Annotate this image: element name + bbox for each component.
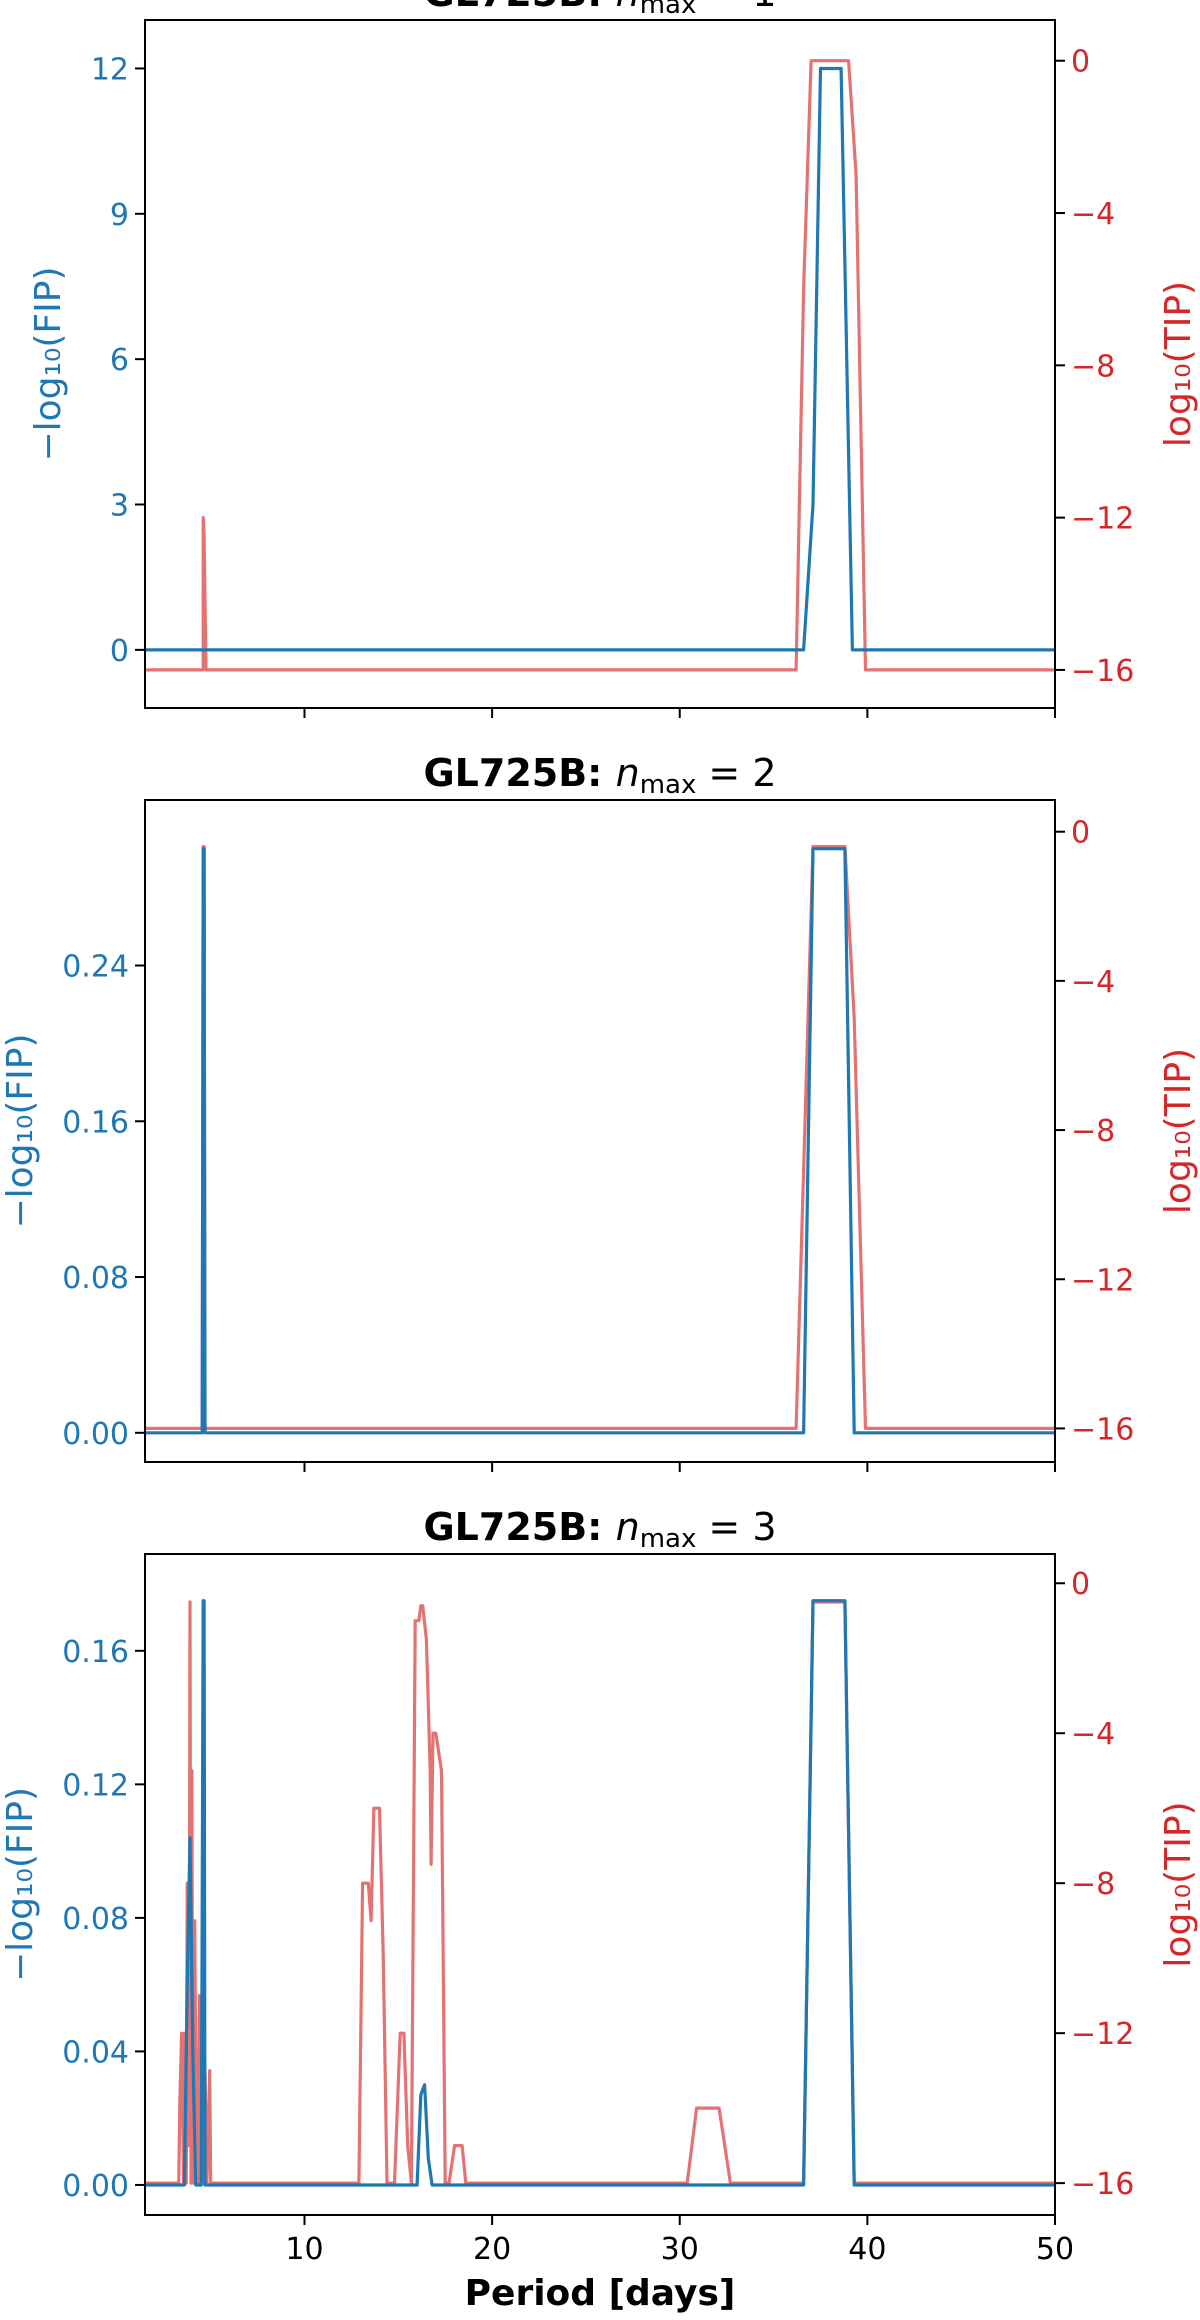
right-tick-label: −12 xyxy=(1071,2017,1134,2052)
right-tick-label: −12 xyxy=(1071,1263,1134,1298)
x-tick-label: 40 xyxy=(848,2232,886,2267)
right-tick-label: −4 xyxy=(1071,1717,1115,1752)
x-axis-label: Period [days] xyxy=(465,2273,736,2314)
right-y-axis-label: log₁₀(TIP) xyxy=(1158,1048,1199,1214)
right-tick-label: −16 xyxy=(1071,2167,1134,2202)
left-tick-label: 0.24 xyxy=(62,950,129,985)
left-y-axis-label: −log₁₀(FIP) xyxy=(0,1033,41,1228)
x-tick-label: 30 xyxy=(661,2232,699,2267)
left-tick-label: 0.00 xyxy=(62,2169,129,2204)
right-tick-label: 0 xyxy=(1071,1567,1090,1602)
fip-series-line xyxy=(145,847,1055,1435)
left-tick-label: 0.04 xyxy=(62,2035,129,2070)
left-tick-label: 0.16 xyxy=(62,1105,129,1140)
fip-series-line xyxy=(145,66,1055,652)
left-tick-label: 3 xyxy=(110,489,129,524)
fip-series-line xyxy=(145,1599,1055,2187)
right-tick-label: −8 xyxy=(1071,1867,1115,1902)
panel-title: GL725B: nmax = 2 xyxy=(423,751,776,800)
panel-2: GL725B: nmax = 2 0.00 0.08 0.16 0.24 0 −4 −8 −12… xyxy=(0,751,1199,1472)
right-tick-label: 0 xyxy=(1071,816,1090,851)
panel-title: GL725B: nmax = 1 xyxy=(423,0,776,20)
left-tick-label: 0.12 xyxy=(62,1768,129,1803)
tip-series-line xyxy=(145,59,1055,672)
x-tick-label: 20 xyxy=(473,2232,511,2267)
right-tick-label: 0 xyxy=(1071,45,1090,80)
right-tick-label: −4 xyxy=(1071,965,1115,1000)
x-tick-label: 10 xyxy=(285,2232,323,2267)
axes-frame xyxy=(144,799,1056,1463)
left-y-axis-label: −log₁₀(FIP) xyxy=(28,266,69,461)
right-tick-label: −4 xyxy=(1071,197,1115,232)
left-tick-label: 0.16 xyxy=(62,1635,129,1670)
right-y-axis-label: log₁₀(TIP) xyxy=(1158,1801,1199,1967)
right-tick-label: −16 xyxy=(1071,654,1134,689)
panel-3: GL725B: nmax = 3 0.00 0.04 0.08 0.12 0.16 0 −4 −… xyxy=(0,1505,1199,2314)
tip-series-line xyxy=(145,1600,1055,2185)
right-y-axis-label: log₁₀(TIP) xyxy=(1158,281,1199,447)
left-tick-label: 0.08 xyxy=(62,1261,129,1296)
left-tick-label: 6 xyxy=(110,343,129,378)
right-tick-label: −8 xyxy=(1071,1114,1115,1149)
left-tick-label: 12 xyxy=(91,52,129,87)
panel-1: GL725B: nmax = 1 0 3 6 9 12 0 −4 −8 −12 −16 −log₁₀(… xyxy=(28,0,1199,718)
left-tick-label: 0 xyxy=(110,634,129,669)
right-tick-label: −16 xyxy=(1071,1412,1134,1447)
left-tick-label: 0.00 xyxy=(62,1417,129,1452)
axes-frame xyxy=(144,1553,1056,2216)
left-tick-label: 9 xyxy=(110,198,129,233)
right-tick-label: −8 xyxy=(1071,349,1115,384)
left-y-axis-label: −log₁₀(FIP) xyxy=(0,1787,41,1982)
left-tick-label: 0.08 xyxy=(62,1902,129,1937)
panel-title: GL725B: nmax = 3 xyxy=(423,1505,776,1554)
right-tick-label: −12 xyxy=(1071,502,1134,537)
axes-frame xyxy=(144,19,1056,709)
tip-series-line xyxy=(145,844,1055,1431)
x-tick-label: 50 xyxy=(1036,2232,1074,2267)
